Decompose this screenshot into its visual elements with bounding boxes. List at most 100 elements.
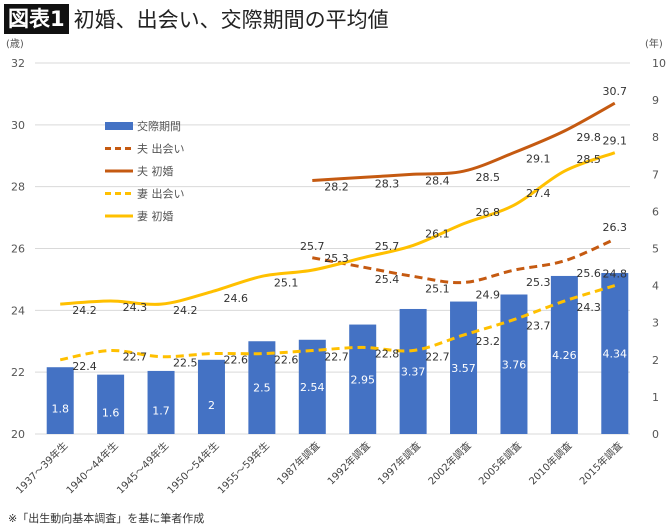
line-data-label: 27.4 xyxy=(526,187,551,200)
line-data-label: 24.9 xyxy=(476,289,501,302)
y-left-tick-label: 26 xyxy=(11,243,25,256)
line-data-label: 24.3 xyxy=(576,301,601,314)
bar-data-label: 2.5 xyxy=(253,382,271,395)
x-tick-label: 1945～49年生 xyxy=(114,439,171,496)
line-data-label: 25.4 xyxy=(375,273,400,286)
y-left-tick-label: 22 xyxy=(11,366,25,379)
bar-data-label: 1.6 xyxy=(102,406,120,419)
bar-data-label: 1.8 xyxy=(51,403,69,416)
line-data-label: 25.3 xyxy=(324,252,349,265)
line-data-label: 22.7 xyxy=(123,351,148,364)
y-left-unit: (歳) xyxy=(6,38,24,50)
bar-data-label: 2 xyxy=(208,399,215,412)
line-data-label: 29.1 xyxy=(603,135,628,148)
x-tick-label: 2015年調査 xyxy=(577,439,625,487)
line-data-label: 25.1 xyxy=(274,276,299,289)
y-left-tick-label: 32 xyxy=(11,57,25,70)
y-right-tick-label: 8 xyxy=(652,131,659,144)
legend-swatch xyxy=(105,122,133,130)
line-data-label: 23.7 xyxy=(526,320,551,333)
line-data-label: 28.5 xyxy=(476,171,501,184)
y-right-tick-label: 1 xyxy=(652,391,659,404)
legend-label: 交際期間 xyxy=(137,119,181,133)
y-right-tick-label: 0 xyxy=(652,428,659,441)
line-data-label: 22.7 xyxy=(324,351,349,364)
y-right-tick-label: 6 xyxy=(652,205,659,218)
y-left-tick-label: 28 xyxy=(11,181,25,194)
line-data-label: 26.3 xyxy=(603,221,628,234)
chart-title: 図表1 初婚、出会い、交際期間の平均値 xyxy=(4,4,389,34)
bar xyxy=(97,374,125,434)
line-data-label: 22.7 xyxy=(425,351,450,364)
title-text: 初婚、出会い、交際期間の平均値 xyxy=(73,8,389,32)
x-tick-label: 2005年調査 xyxy=(476,439,524,487)
bar xyxy=(349,324,377,434)
y-right-tick-label: 3 xyxy=(652,317,659,330)
line-data-label: 25.1 xyxy=(425,282,450,295)
line-data-label: 24.2 xyxy=(173,304,198,317)
x-tick-label: 1955～59年生 xyxy=(215,439,272,496)
x-tick-label: 2010年調査 xyxy=(526,439,574,487)
bar xyxy=(147,370,175,434)
line-data-label: 24.3 xyxy=(123,301,148,314)
line-data-label: 28.4 xyxy=(425,174,450,187)
x-tick-label: 1940～44年生 xyxy=(63,439,120,496)
line-data-label: 26.8 xyxy=(476,206,501,219)
y-right-tick-label: 10 xyxy=(652,57,666,70)
legend-label: 妻 初婚 xyxy=(137,209,174,223)
line-data-label: 22.8 xyxy=(375,347,400,360)
bar-data-label: 4.26 xyxy=(552,349,577,362)
line-data-label: 25.3 xyxy=(526,276,551,289)
line-data-label: 22.6 xyxy=(223,354,248,367)
line-series xyxy=(60,151,616,306)
line-data-label: 22.6 xyxy=(274,354,299,367)
y-right-tick-label: 2 xyxy=(652,354,659,367)
y-left-tick-label: 20 xyxy=(11,428,25,441)
line-data-label: 28.5 xyxy=(576,153,601,166)
line-data-label: 28.3 xyxy=(375,177,400,190)
bar xyxy=(601,272,629,434)
x-tick-label: 1997年調査 xyxy=(375,439,423,487)
bar-data-label: 3.76 xyxy=(502,358,527,371)
y-right-tick-label: 9 xyxy=(652,94,659,107)
bar xyxy=(450,301,478,434)
bar xyxy=(399,308,427,434)
line-data-label: 29.1 xyxy=(526,153,551,166)
line-data-label: 30.7 xyxy=(603,85,628,98)
y-right-unit: (年) xyxy=(645,37,663,50)
x-tick-label: 1937～39年生 xyxy=(13,439,70,496)
line-data-label: 22.5 xyxy=(173,357,198,370)
bar xyxy=(197,359,225,434)
line-data-label: 26.1 xyxy=(425,227,450,240)
x-tick-label: 2002年調査 xyxy=(425,439,473,487)
x-tick-label: 1950～54年生 xyxy=(164,439,221,496)
y-left-tick-label: 30 xyxy=(11,119,25,132)
line-series xyxy=(312,101,616,182)
line-data-label: 29.8 xyxy=(576,131,601,144)
bar xyxy=(298,339,326,434)
line-data-label: 22.4 xyxy=(72,360,97,373)
line-data-label: 28.2 xyxy=(324,180,349,193)
line-data-label: 24.8 xyxy=(603,268,628,281)
legend-label: 妻 出会い xyxy=(137,187,185,201)
bar-data-label: 2.54 xyxy=(300,381,325,394)
bar xyxy=(248,341,276,434)
x-tick-label: 1987年調査 xyxy=(274,439,322,487)
line-data-label: 25.6 xyxy=(576,267,601,280)
legend-label: 夫 出会い xyxy=(137,142,185,156)
bar-data-label: 3.37 xyxy=(401,365,426,378)
line-data-label: 25.7 xyxy=(375,240,400,253)
bar-data-label: 4.34 xyxy=(603,347,628,360)
y-right-tick-label: 4 xyxy=(652,280,659,293)
y-right-tick-label: 7 xyxy=(652,168,659,181)
x-tick-label: 1992年調査 xyxy=(324,439,372,487)
legend-label: 夫 初婚 xyxy=(137,164,174,178)
source-note: ※「出生動向基本調査」を基に筆者作成 xyxy=(8,512,205,525)
bar-data-label: 2.95 xyxy=(350,373,375,386)
figure-badge: 図表1 xyxy=(4,4,69,34)
bar-data-label: 3.57 xyxy=(451,362,476,375)
line-data-label: 25.7 xyxy=(300,240,325,253)
bar xyxy=(46,367,74,434)
